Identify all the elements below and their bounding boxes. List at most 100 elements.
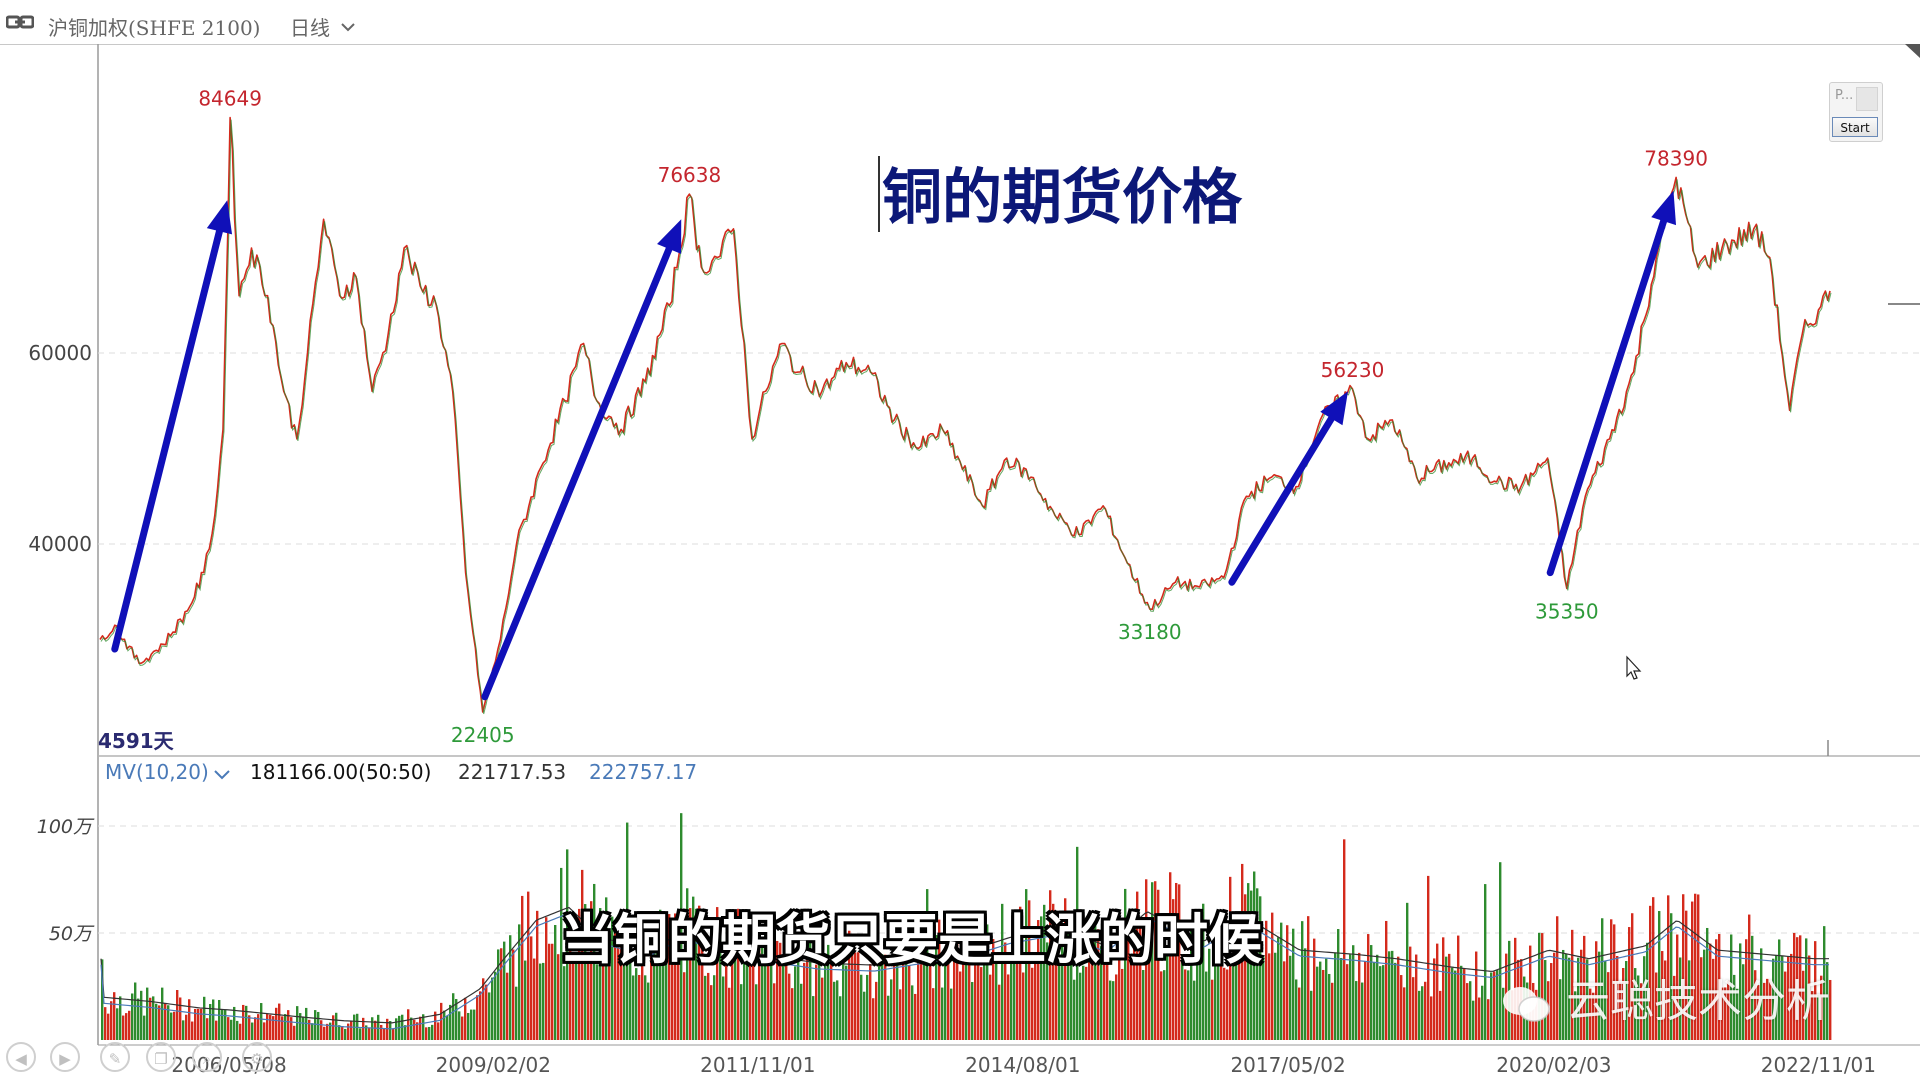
volume-bar [386, 1018, 389, 1040]
back-icon[interactable]: ◀ [6, 1042, 36, 1072]
volume-bar [941, 987, 944, 1040]
volume-bar [1274, 952, 1277, 1040]
volume-bar [575, 959, 578, 1040]
period-selector[interactable]: 日线 [290, 16, 330, 40]
volume-bar [245, 1005, 248, 1040]
volume-bar [995, 954, 998, 1040]
volume-bar [431, 1024, 434, 1040]
low-price-label: 22405 [451, 723, 515, 747]
volume-bar [344, 1028, 347, 1040]
volume-bar [1541, 933, 1544, 1040]
volume-bar [569, 940, 572, 1040]
volume-bar [593, 883, 596, 1040]
volume-bar [1058, 965, 1061, 1040]
volume-bar [1376, 954, 1379, 1040]
volume-bar [1196, 912, 1199, 1040]
volume-bar [557, 954, 560, 1040]
volume-bar [1217, 957, 1220, 1040]
volume-bar [1346, 964, 1349, 1040]
volume-bar [167, 1005, 170, 1040]
instrument-name[interactable]: 沪铜加权(SHFE 2100) [48, 16, 261, 40]
volume-bar [818, 945, 821, 1040]
copy-icon[interactable]: ❐ [146, 1042, 176, 1072]
chevron-down-icon[interactable] [214, 770, 230, 780]
volume-bar [1484, 884, 1487, 1040]
zoom-icon[interactable]: ⌕ [192, 1042, 222, 1072]
volume-bar [395, 1018, 398, 1040]
x-tick-label: 2020/02/03 [1496, 1053, 1611, 1077]
volume-bar [845, 965, 848, 1040]
volume-bar [494, 971, 497, 1040]
volume-bar [1295, 979, 1298, 1040]
settings-icon[interactable]: ⚙ [242, 1042, 272, 1072]
volume-bar [614, 922, 617, 1040]
volume-bar [1571, 929, 1574, 1040]
volume-bar [1079, 972, 1082, 1040]
chevron-down-icon[interactable] [340, 18, 356, 37]
volume-bar [200, 1008, 203, 1040]
volume-bar [347, 1023, 350, 1040]
volume-bar [1475, 951, 1478, 1040]
volume-bar [455, 999, 458, 1040]
volume-bar [1109, 980, 1112, 1040]
volume-bar [1163, 970, 1166, 1040]
volume-bar [1667, 895, 1670, 1040]
volume-bar [692, 896, 695, 1040]
trend-arrow-shaft [1546, 217, 1668, 577]
volume-bar [1496, 969, 1499, 1040]
volume-bar [842, 932, 845, 1040]
volume-bar [1073, 979, 1076, 1040]
volume-bar [638, 974, 641, 1040]
volume-bar [1124, 888, 1127, 1040]
forward-icon[interactable]: ▶ [50, 1042, 80, 1072]
volume-bar [155, 1003, 158, 1040]
volume-bar [1154, 881, 1157, 1040]
chain-link-icon[interactable] [5, 14, 35, 29]
volume-bar [419, 1016, 422, 1040]
volume-bar [1364, 961, 1367, 1040]
start-button[interactable]: Start [1832, 117, 1878, 137]
volume-bar [239, 1023, 242, 1040]
volume-bar [746, 916, 749, 1040]
volume-bar [791, 988, 794, 1040]
pen-icon[interactable]: ✎ [100, 1042, 130, 1072]
volume-bar [506, 972, 509, 1040]
volume-bar [1301, 921, 1304, 1040]
chart-title: 铜的期货价格 [882, 163, 1243, 233]
chart-toolbar: 沪铜加权(SHFE 2100) 日线 [0, 0, 1920, 45]
indicator-name[interactable]: MV(10,20) [105, 760, 209, 784]
volume-bar [1676, 934, 1679, 1040]
volume-bar [698, 905, 701, 1040]
volume-bar [1736, 988, 1739, 1040]
volume-bar [983, 910, 986, 1040]
volume-bar [1451, 967, 1454, 1040]
volume-bar [599, 908, 602, 1040]
volume-bar [1589, 988, 1592, 1040]
volume-bar [1823, 926, 1826, 1040]
volume-bar [1235, 958, 1238, 1040]
volume-bar [1034, 955, 1037, 1040]
volume-bar [1025, 889, 1028, 1040]
volume-bar [1709, 943, 1712, 1040]
volume-bar [1622, 968, 1625, 1040]
volume-bar [1790, 953, 1793, 1040]
volume-bar [116, 1008, 119, 1040]
volume-bar [452, 993, 455, 1040]
volume-bar [1691, 901, 1694, 1040]
volume-bar [1499, 862, 1502, 1040]
corner-triangle-icon[interactable] [1905, 44, 1920, 58]
volume-bar [377, 1014, 380, 1040]
volume-bar [1199, 961, 1202, 1040]
volume-bar [1001, 903, 1004, 1040]
volume-bar [1004, 942, 1007, 1040]
volume-bar [689, 908, 692, 1040]
volume-bar [605, 897, 608, 1040]
volume-bar [410, 1017, 413, 1040]
volume-bar [1157, 889, 1160, 1040]
volume-bar [1679, 957, 1682, 1040]
volume-bar [170, 1012, 173, 1040]
volume-bar [380, 1024, 383, 1040]
volume-bar [1265, 920, 1268, 1040]
volume-bar [533, 958, 536, 1040]
